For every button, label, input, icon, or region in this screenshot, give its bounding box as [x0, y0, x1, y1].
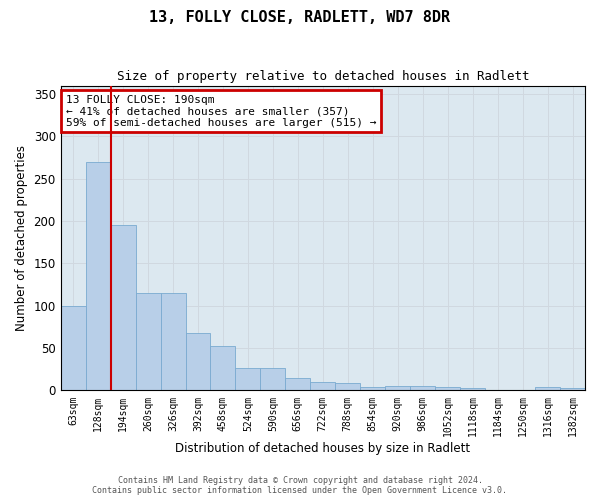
- Bar: [310, 382, 335, 390]
- Bar: [286, 378, 310, 390]
- Bar: [86, 162, 110, 390]
- Bar: [260, 368, 286, 390]
- Bar: [235, 368, 260, 390]
- Bar: [335, 383, 360, 390]
- Bar: [460, 388, 485, 390]
- Bar: [535, 387, 560, 390]
- Y-axis label: Number of detached properties: Number of detached properties: [15, 145, 28, 331]
- Bar: [161, 293, 185, 390]
- Text: 13, FOLLY CLOSE, RADLETT, WD7 8DR: 13, FOLLY CLOSE, RADLETT, WD7 8DR: [149, 10, 451, 25]
- Bar: [211, 346, 235, 391]
- Bar: [560, 388, 585, 390]
- Text: Contains HM Land Registry data © Crown copyright and database right 2024.
Contai: Contains HM Land Registry data © Crown c…: [92, 476, 508, 495]
- X-axis label: Distribution of detached houses by size in Radlett: Distribution of detached houses by size …: [175, 442, 470, 455]
- Bar: [410, 386, 435, 390]
- Title: Size of property relative to detached houses in Radlett: Size of property relative to detached ho…: [116, 70, 529, 83]
- Bar: [385, 386, 410, 390]
- Bar: [435, 387, 460, 390]
- Bar: [110, 226, 136, 390]
- Text: 13 FOLLY CLOSE: 190sqm
← 41% of detached houses are smaller (357)
59% of semi-de: 13 FOLLY CLOSE: 190sqm ← 41% of detached…: [66, 94, 376, 128]
- Bar: [360, 387, 385, 390]
- Bar: [136, 293, 161, 390]
- Bar: [185, 333, 211, 390]
- Bar: [61, 306, 86, 390]
